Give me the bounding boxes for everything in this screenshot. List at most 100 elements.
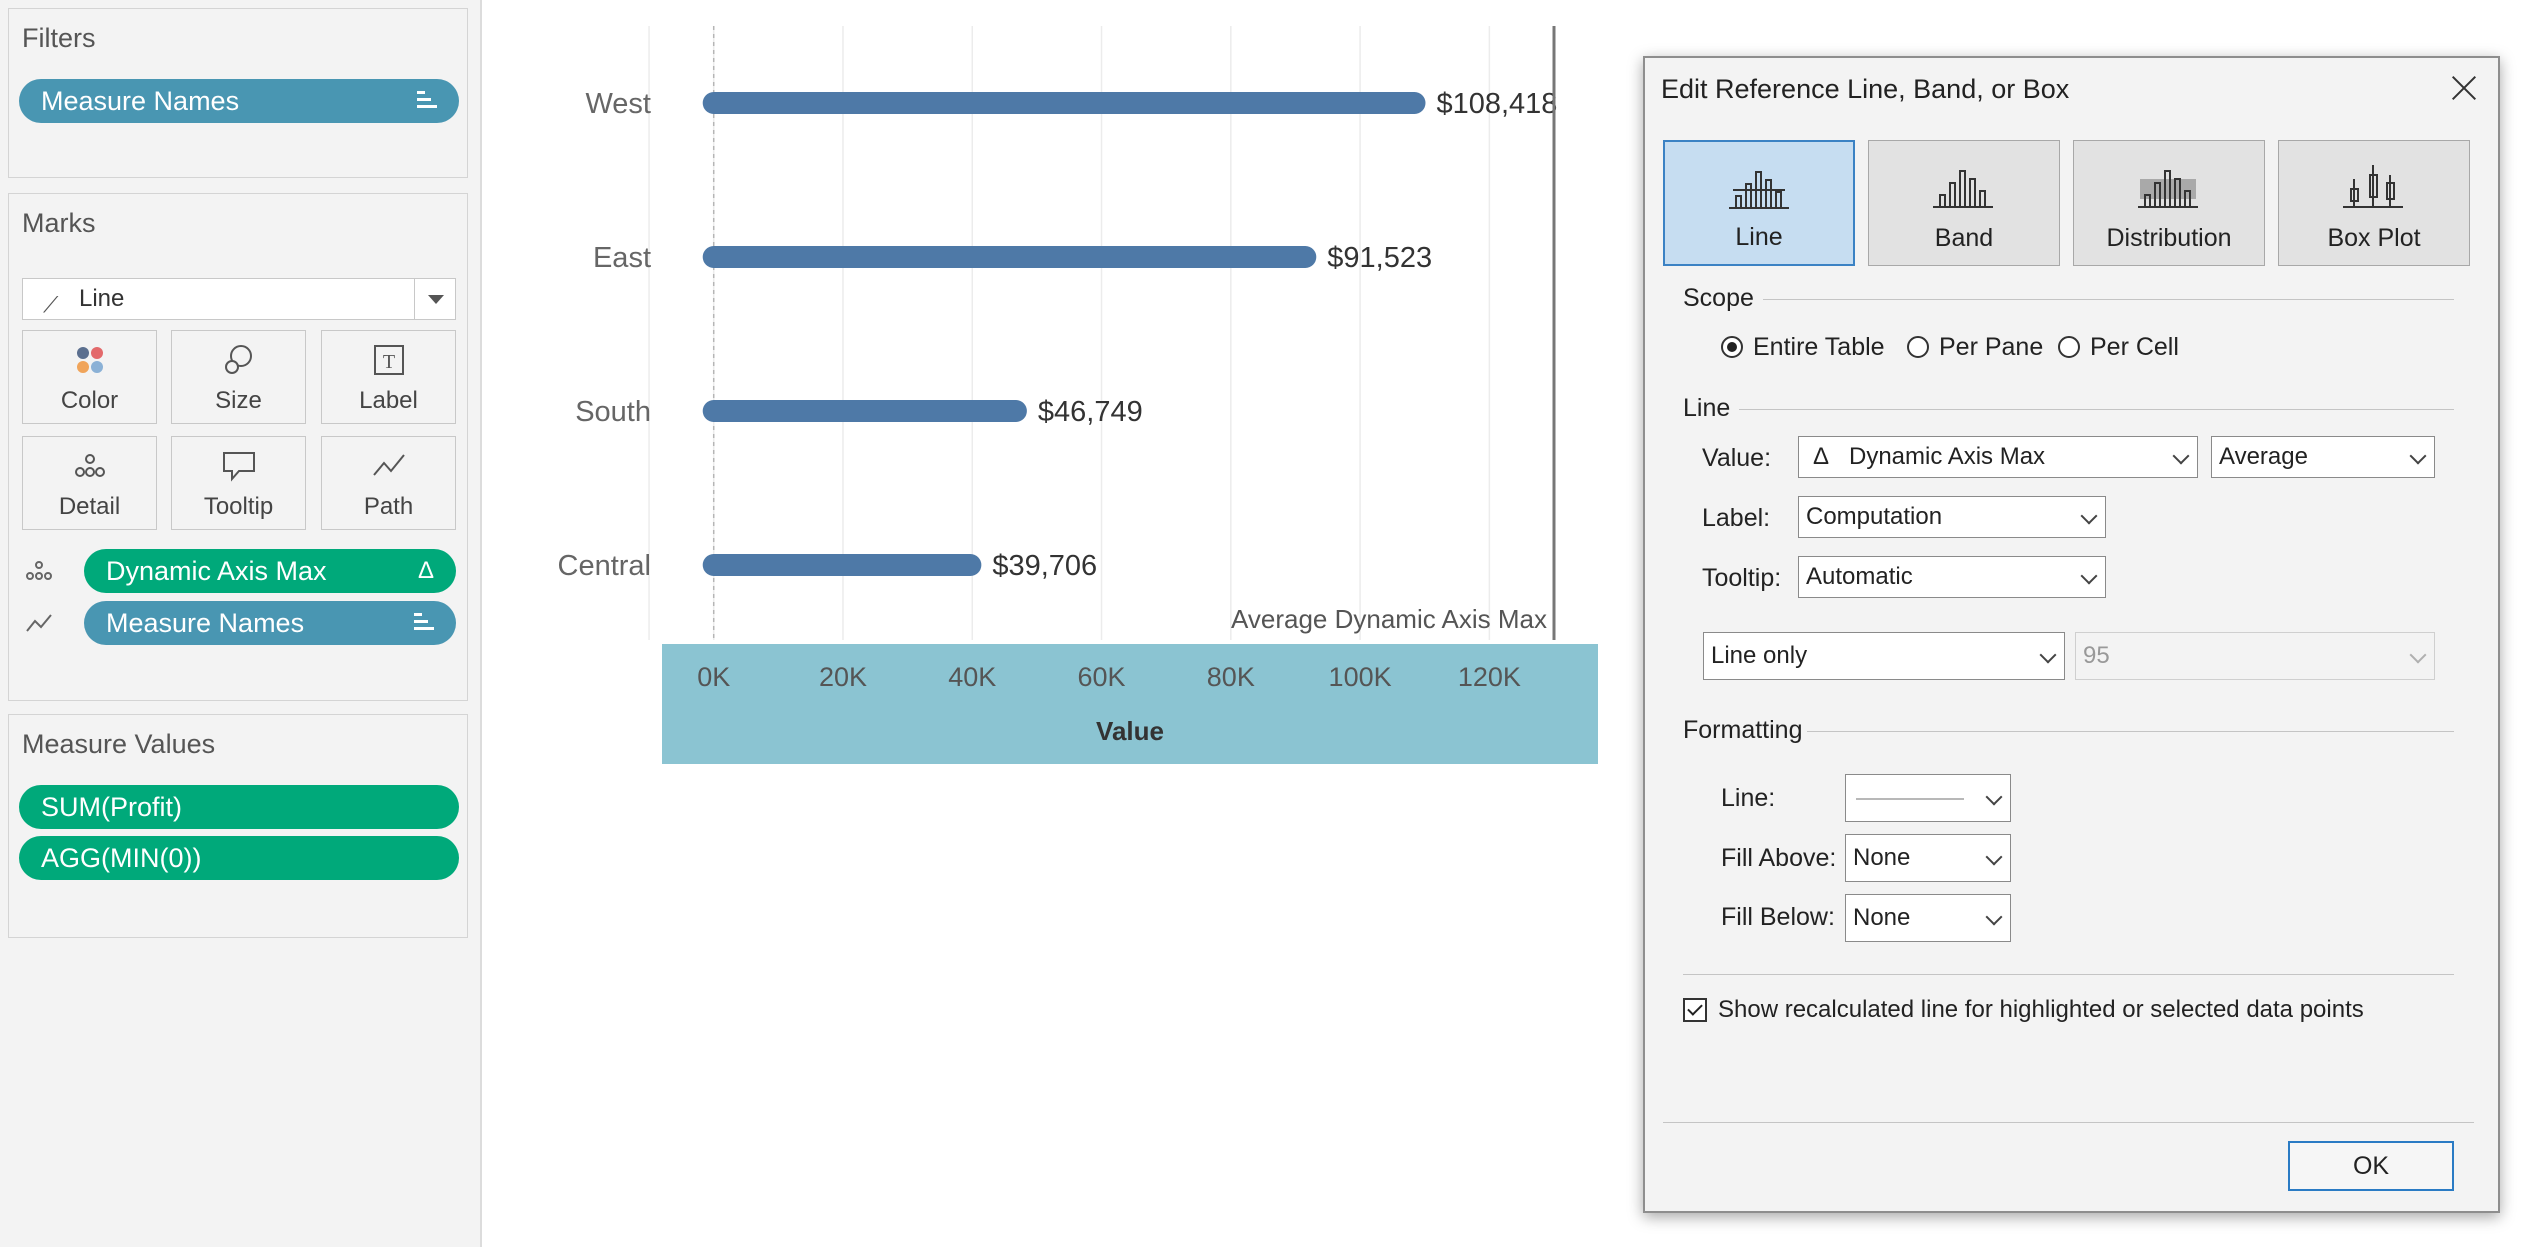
value-field-dropdown[interactable]: Δ Dynamic Axis Max <box>1798 436 2198 478</box>
tooltip-icon <box>222 452 255 482</box>
color-button[interactable]: Color <box>22 330 157 424</box>
box-plot-type-icon <box>2343 165 2403 208</box>
tooltip-dropdown-text: Automatic <box>1806 563 1913 590</box>
chevron-down-icon <box>2080 507 2098 525</box>
measure-value-pill-agg-min[interactable]: AGG(MIN(0)) <box>19 836 459 880</box>
chevron-down-icon <box>2039 646 2057 664</box>
marks-field-row-detail: Dynamic Axis Max Δ <box>22 549 462 593</box>
tooltip-field-label: Tooltip: <box>1702 564 1782 592</box>
filters-card: Filters Measure Names <box>8 8 468 178</box>
scope-per-cell-label: Per Cell <box>2090 333 2179 361</box>
value-field-text: Dynamic Axis Max <box>1849 443 2046 470</box>
chevron-down-icon <box>1985 848 2003 866</box>
detail-icon <box>26 561 52 580</box>
size-icon <box>224 345 252 374</box>
show-recalculated-checkbox[interactable] <box>1683 998 1707 1022</box>
marks-card: Marks ⟋ Line Color Size T Label Detail T… <box>8 193 468 701</box>
fill-above-dropdown[interactable]: None <box>1845 834 2011 882</box>
filter-pill-measure-names[interactable]: Measure Names <box>19 79 459 123</box>
scope-per-pane-radio[interactable]: Per Pane <box>1907 332 2043 362</box>
marks-pill-measure-names[interactable]: Measure Names <box>84 601 456 645</box>
radio-checked-icon <box>1721 336 1743 358</box>
bars <box>702 92 1426 576</box>
bar-chart: West East South Central $108,418 $91,523 $46,… <box>558 26 1557 746</box>
measure-value-label: SUM(Profit) <box>41 792 182 822</box>
x-tick-label: 100K <box>1329 662 1392 692</box>
chevron-down-icon <box>1985 788 2003 806</box>
line-style-swatch <box>1856 798 1964 800</box>
x-tick-label: 80K <box>1207 662 1255 692</box>
gridlines <box>648 26 1555 640</box>
label-button[interactable]: T Label <box>321 330 456 424</box>
type-distribution-button[interactable]: Distribution <box>2073 140 2265 266</box>
fill-below-dropdown[interactable]: None <box>1845 894 2011 942</box>
type-box-plot-button[interactable]: Box Plot <box>2278 140 2470 266</box>
type-line-button[interactable]: Line <box>1663 140 1855 266</box>
detail-icon <box>74 454 105 477</box>
mark-type-label: Line <box>79 285 125 312</box>
edit-reference-line-dialog: Edit Reference Line, Band, or Box Line B… <box>1643 56 2500 1213</box>
aggregation-dropdown[interactable]: Average <box>2211 436 2435 478</box>
size-button[interactable]: Size <box>171 330 306 424</box>
left-panel: Filters Measure Names Marks ⟋ Line Color… <box>0 0 482 1247</box>
detail-button[interactable]: Detail <box>22 436 157 530</box>
reference-band-type-icon <box>1933 170 1993 208</box>
x-tick-label: 20K <box>819 662 867 692</box>
formatting-divider <box>1807 731 2454 732</box>
line-style-dropdown[interactable] <box>1845 774 2011 822</box>
fill-below-text: None <box>1853 904 1911 931</box>
filter-pill-label: Measure Names <box>41 86 240 116</box>
chevron-down-icon <box>2172 447 2190 465</box>
scope-entire-table-radio[interactable]: Entire Table <box>1721 332 1885 362</box>
chevron-down-icon <box>2080 567 2098 585</box>
reference-line-type-icon <box>1729 171 1789 209</box>
value-label: $108,418 <box>1436 88 1557 120</box>
line-mode-dropdown[interactable]: Line only <box>1703 632 2065 680</box>
x-axis-ticks: 0K 20K 40K 60K 80K 100K 120K <box>697 662 1521 692</box>
label-field-label: Label: <box>1702 504 1771 532</box>
confidence-dropdown[interactable]: 95 <box>2075 632 2435 680</box>
scope-per-cell-radio[interactable]: Per Cell <box>2058 332 2179 362</box>
type-band-button[interactable]: Band <box>1868 140 2060 266</box>
delta-icon: Δ <box>1813 443 1830 470</box>
label-dropdown[interactable]: Computation <box>1798 496 2106 538</box>
detail-label: Detail <box>58 493 121 520</box>
fill-above-text: None <box>1853 844 1911 871</box>
path-icon <box>372 454 405 476</box>
path-label: Path <box>363 493 414 520</box>
measure-values-card: Measure Values SUM(Profit) AGG(MIN(0)) <box>8 714 468 938</box>
mark-type-dropdown[interactable]: ⟋ Line <box>22 278 456 320</box>
x-tick-label: 40K <box>948 662 996 692</box>
filters-title: Filters <box>22 23 96 53</box>
scope-section-title: Scope <box>1683 284 1754 312</box>
path-button[interactable]: Path <box>321 436 456 530</box>
tooltip-dropdown[interactable]: Automatic <box>1798 556 2106 598</box>
radio-unchecked-icon <box>2058 336 2080 358</box>
tooltip-button[interactable]: Tooltip <box>171 436 306 530</box>
label-label: Label <box>359 387 418 414</box>
delta-icon: Δ <box>417 557 434 584</box>
scope-divider <box>1763 299 2454 300</box>
marks-pill-dynamic-axis-max[interactable]: Dynamic Axis Max Δ <box>84 549 456 593</box>
format-line-label: Line: <box>1721 784 1776 812</box>
chevron-down-icon <box>414 279 455 319</box>
value-label: $46,749 <box>1038 396 1143 428</box>
line-mode-text: Line only <box>1711 642 1808 669</box>
measure-value-pill-sum-profit[interactable]: SUM(Profit) <box>19 785 459 829</box>
measure-value-label: AGG(MIN(0)) <box>41 843 202 873</box>
scope-entire-table-label: Entire Table <box>1753 333 1885 361</box>
distribution-type-icon <box>2138 170 2198 208</box>
marks-field-row-path: Measure Names <box>22 601 462 645</box>
close-icon[interactable] <box>2444 68 2484 108</box>
dialog-title: Edit Reference Line, Band, or Box <box>1661 74 2070 104</box>
x-tick-label: 0K <box>697 662 730 692</box>
category-label: East <box>593 242 651 274</box>
chevron-down-icon <box>1985 908 2003 926</box>
marks-pill-label: Measure Names <box>106 608 305 638</box>
ok-button[interactable]: OK <box>2288 1141 2454 1191</box>
confidence-text: 95 <box>2083 642 2110 669</box>
type-box-plot-label: Box Plot <box>2327 224 2421 252</box>
value-label: $91,523 <box>1327 242 1432 274</box>
x-axis-band[interactable] <box>662 644 1598 764</box>
color-label: Color <box>60 387 119 414</box>
